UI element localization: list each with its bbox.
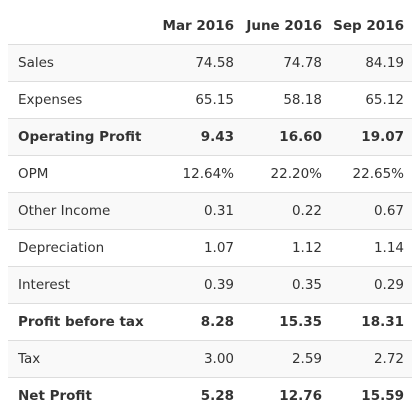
row-label: OPM [8,155,158,193]
row-value: 0.22 [242,192,330,230]
row-value: 65.15 [158,81,242,119]
row-value: 74.58 [158,44,242,82]
table-row: Interest 0.39 0.35 0.29 [8,266,412,304]
row-label: Operating Profit [8,118,158,156]
row-value: 0.29 [330,266,412,304]
row-label: Depreciation [8,229,158,267]
quarterly-results-table: Mar 2016 June 2016 Sep 2016 Sales 74.58 74… [8,8,412,415]
header-period-june-2016: June 2016 [242,8,330,45]
row-value: 16.60 [242,118,330,156]
row-label: Other Income [8,192,158,230]
row-value: 3.00 [158,340,242,378]
row-value: 84.19 [330,44,412,82]
row-value: 0.39 [158,266,242,304]
row-label: Sales [8,44,158,82]
table-row: Other Income 0.31 0.22 0.67 [8,192,412,230]
row-value: 1.14 [330,229,412,267]
row-value: 2.72 [330,340,412,378]
row-label: Interest [8,266,158,304]
row-value: 58.18 [242,81,330,119]
row-value: 15.59 [330,377,412,415]
row-value: 19.07 [330,118,412,156]
row-value: 18.31 [330,303,412,341]
table-body: Sales 74.58 74.78 84.19 Expenses 65.15 58.18 65… [8,44,412,415]
row-value: 1.12 [242,229,330,267]
header-label-cell [8,8,158,45]
table-row: Depreciation 1.07 1.12 1.14 [8,229,412,267]
row-value: 15.35 [242,303,330,341]
header-period-sep-2016: Sep 2016 [330,8,412,45]
table-row: Tax 3.00 2.59 2.72 [8,340,412,378]
header-row: Mar 2016 June 2016 Sep 2016 [8,8,412,45]
row-label: Tax [8,340,158,378]
table-row: Net Profit 5.28 12.76 15.59 [8,377,412,415]
row-value: 12.76 [242,377,330,415]
row-value: 0.31 [158,192,242,230]
row-value: 8.28 [158,303,242,341]
row-label: Expenses [8,81,158,119]
row-value: 2.59 [242,340,330,378]
row-value: 0.35 [242,266,330,304]
table-row: Expenses 65.15 58.18 65.12 [8,81,412,119]
table-header: Mar 2016 June 2016 Sep 2016 [8,8,412,45]
row-value: 1.07 [158,229,242,267]
row-value: 0.67 [330,192,412,230]
header-period-mar-2016: Mar 2016 [158,8,242,45]
row-label: Profit before tax [8,303,158,341]
row-value: 22.65% [330,155,412,193]
row-label: Net Profit [8,377,158,415]
row-value: 5.28 [158,377,242,415]
row-value: 74.78 [242,44,330,82]
table-row: Profit before tax 8.28 15.35 18.31 [8,303,412,341]
row-value: 9.43 [158,118,242,156]
row-value: 22.20% [242,155,330,193]
table-row: Operating Profit 9.43 16.60 19.07 [8,118,412,156]
row-value: 65.12 [330,81,412,119]
row-value: 12.64% [158,155,242,193]
table-row: Sales 74.58 74.78 84.19 [8,44,412,82]
table-row: OPM 12.64% 22.20% 22.65% [8,155,412,193]
